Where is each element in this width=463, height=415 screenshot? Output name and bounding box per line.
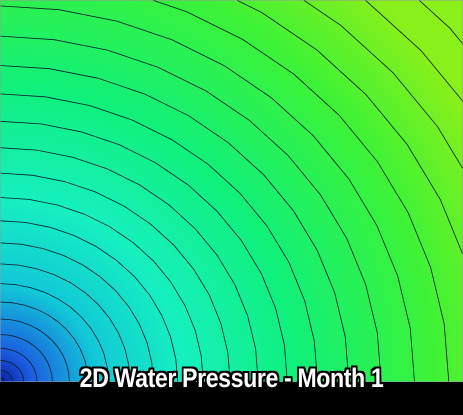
contour-line [0, 197, 204, 382]
contour-line [0, 348, 38, 382]
contour-line [0, 120, 288, 382]
contour-line [0, 242, 154, 382]
contour-line [0, 220, 179, 382]
contour-line [150, 0, 450, 382]
pressure-contour-plot [0, 0, 463, 382]
caption-bar [0, 382, 463, 415]
contour-lines [0, 0, 463, 382]
contour-line [0, 147, 259, 382]
pressure-field [0, 0, 463, 382]
contour-line [302, 0, 463, 170]
contour-line [0, 301, 89, 382]
contour-line [0, 318, 70, 382]
contour-line [0, 263, 131, 382]
contour-line [418, 0, 463, 45]
contour-line [0, 5, 415, 382]
contour-line [364, 0, 463, 103]
contour-line [0, 360, 25, 382]
contour-line [235, 0, 463, 256]
contour-line [0, 65, 350, 382]
contour-line [0, 35, 382, 382]
chart-title: 2D Water Pressure - Month 1 [79, 363, 384, 393]
contour-line [0, 283, 109, 382]
contour-line [0, 334, 53, 382]
contour-line [0, 93, 318, 382]
contour-line [0, 377, 5, 382]
contour-line [0, 172, 231, 382]
contour-line [0, 370, 13, 382]
